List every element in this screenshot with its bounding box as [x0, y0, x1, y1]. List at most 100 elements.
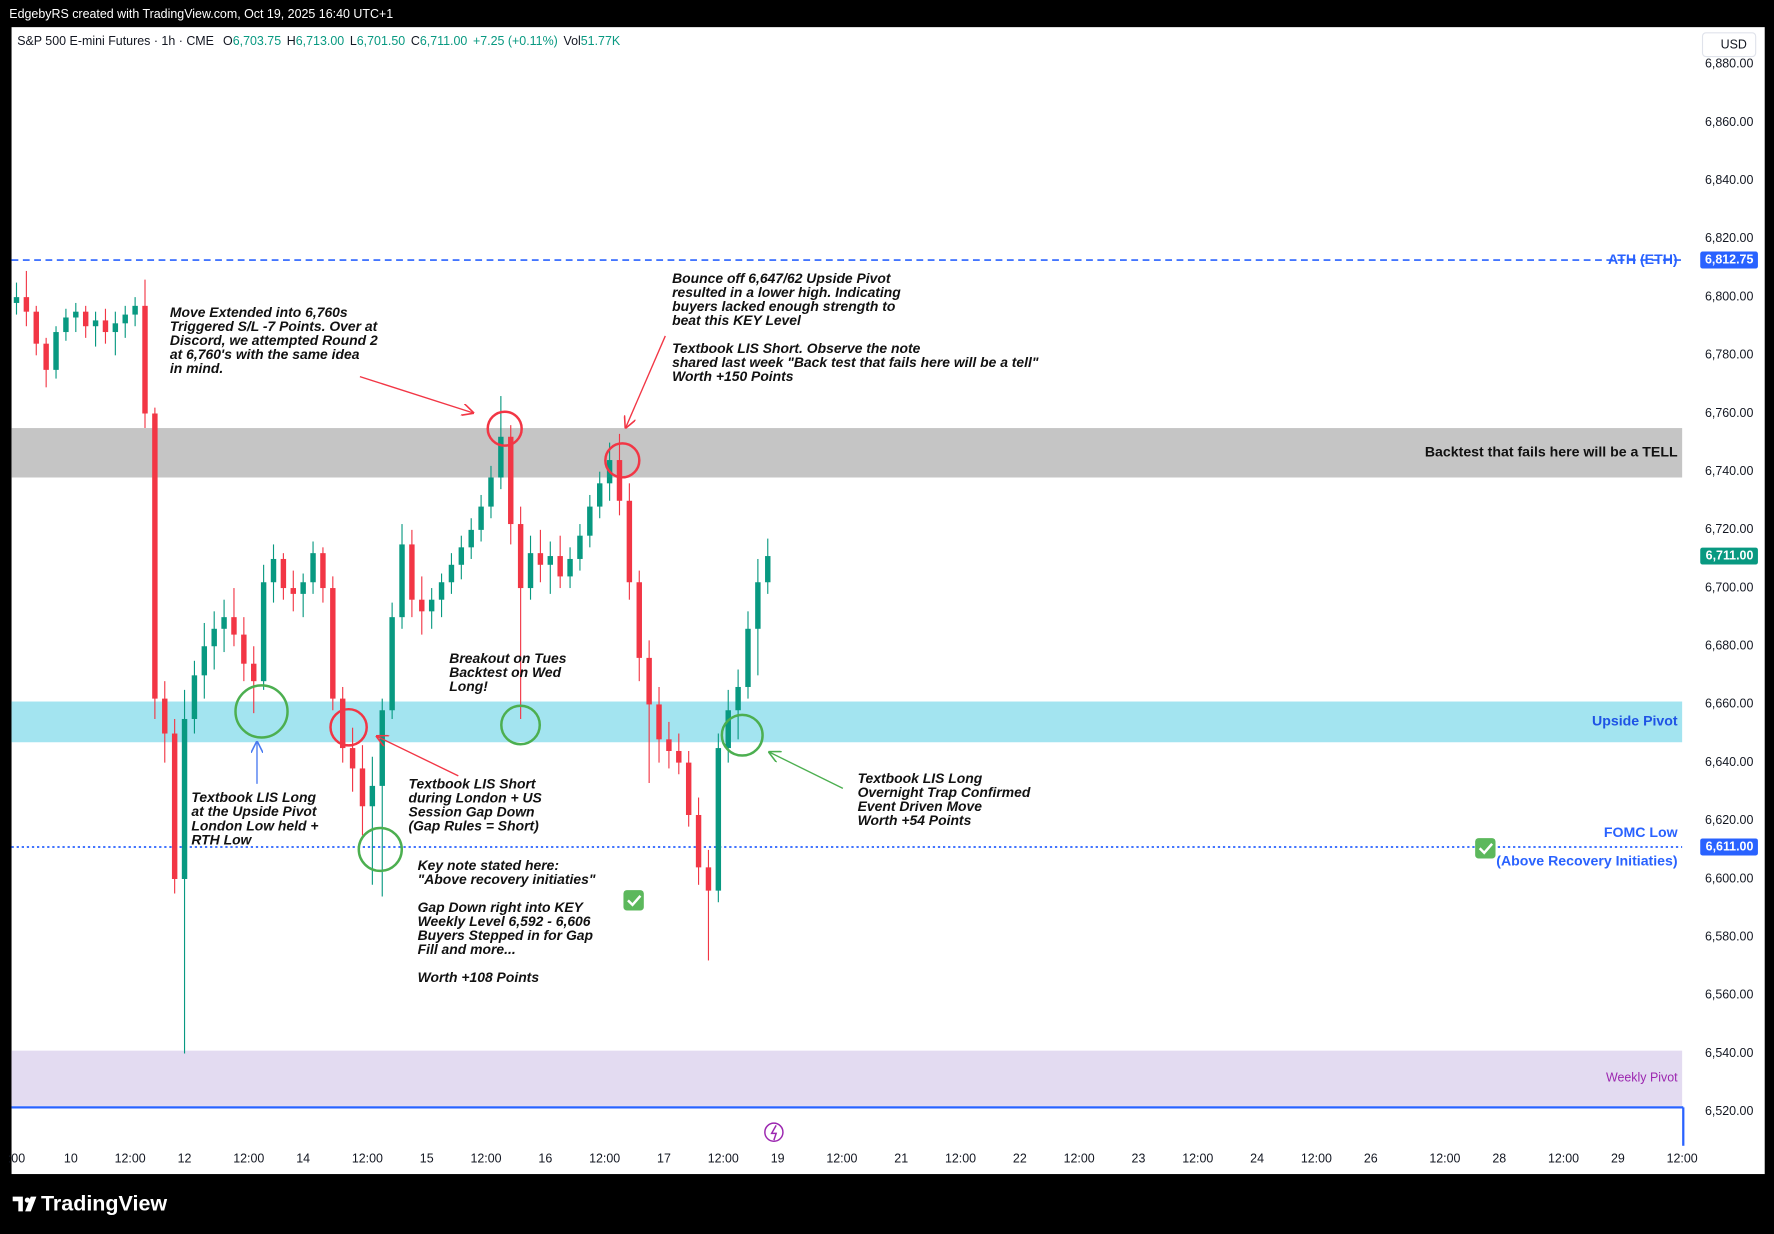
- currency-box[interactable]: [1701, 32, 1757, 58]
- x-tick-label: 16: [538, 1152, 552, 1166]
- annotation: Textbook LIS Short: [409, 776, 537, 792]
- candle-body: [251, 663, 257, 682]
- candle-body: [537, 553, 544, 565]
- candle-body: [458, 547, 465, 565]
- check-icon: [623, 838, 1496, 911]
- y-tick-label: 6,800.00: [1705, 289, 1753, 303]
- annotation: in mind.: [170, 360, 223, 376]
- candle-body: [755, 582, 761, 629]
- x-tick-label: 12:00: [1667, 1152, 1698, 1166]
- x-tick-label: :00: [8, 1152, 25, 1166]
- candle-body: [508, 436, 514, 525]
- candle-body: [33, 311, 39, 344]
- annotation: Worth +108 Points: [418, 969, 540, 985]
- currency: USD: [1721, 38, 1747, 52]
- y-tick-label: 6,520.00: [1705, 1104, 1753, 1118]
- candle-body: [53, 332, 59, 370]
- candle-body: [13, 297, 20, 303]
- zone: [11, 1050, 1683, 1106]
- event-icon[interactable]: [764, 1122, 784, 1142]
- candle-body: [211, 628, 217, 647]
- price-tag: [1700, 251, 1758, 269]
- x-tick-label: 12:00: [945, 1152, 976, 1166]
- x-tick-label: 17: [657, 1152, 671, 1166]
- x-tick-label: 12: [178, 1152, 192, 1166]
- candle-body: [349, 748, 356, 769]
- annotation: Gap Down right into KEY: [418, 899, 585, 915]
- y-tick-label: 6,880.00: [1705, 57, 1753, 71]
- x-tick-label: 15: [420, 1152, 434, 1166]
- zone-label: Upside Pivot: [1592, 713, 1678, 729]
- y-tick-label: 6,860.00: [1705, 115, 1753, 129]
- logo: TradingView: [12, 1191, 167, 1215]
- y-tick-label: 6,740.00: [1705, 464, 1753, 478]
- candle-body: [616, 460, 623, 501]
- candle-body: [636, 582, 642, 658]
- y-tick-label: 6,540.00: [1705, 1046, 1753, 1060]
- candle-body: [705, 867, 712, 891]
- candle-body: [409, 544, 415, 600]
- candle-body: [152, 413, 158, 699]
- ohlc-key: H: [287, 34, 296, 48]
- annotation: Worth +150 Points: [672, 368, 794, 384]
- y-tick-label: 6,780.00: [1705, 348, 1753, 362]
- candle-body: [478, 506, 484, 530]
- annotation: Session Gap Down: [409, 804, 535, 820]
- y-tick-label: 6,840.00: [1705, 173, 1753, 187]
- annotation: "Above recovery initiaties": [418, 871, 596, 887]
- annotation: Overnight Trap Confirmed: [858, 784, 1031, 800]
- annotation: Backtest on Wed: [449, 664, 561, 680]
- last-price-label: 6,711.00: [1706, 548, 1754, 562]
- circle: [486, 410, 523, 447]
- candle-body: [112, 323, 119, 333]
- candle-body: [715, 748, 722, 891]
- candle-body: [221, 617, 227, 629]
- annotation: (Gap Rules = Short): [409, 818, 540, 834]
- candle-body: [626, 500, 633, 583]
- candle-body: [676, 750, 682, 763]
- y-tick-label: 6,580.00: [1705, 929, 1753, 943]
- candle-body: [290, 588, 296, 594]
- annotation: buyers lacked enough strength to: [672, 298, 896, 314]
- level-label: FOMC Low: [1604, 824, 1679, 840]
- x-tick-label: 23: [1132, 1152, 1146, 1166]
- symbol-legend: S&P 500 E-mini Futures · 1h · CME O6,703.…: [17, 34, 621, 48]
- candle-body: [389, 617, 395, 711]
- chart-area: [11, 27, 1765, 1175]
- candle-body: [646, 657, 652, 705]
- y-tick-label: 6,620.00: [1705, 813, 1753, 827]
- annotation: Buyers Stepped in for Gap: [418, 927, 594, 943]
- candle-body: [270, 558, 277, 583]
- candle-body: [310, 553, 316, 583]
- candle-body: [339, 698, 346, 749]
- y-tick-label: 6,680.00: [1705, 639, 1753, 653]
- ohlc-value: 6,703.75: [233, 34, 281, 48]
- x-tick-label: 12:00: [1548, 1152, 1579, 1166]
- candle-body: [23, 297, 30, 312]
- circle: [234, 684, 289, 739]
- candle-body: [330, 588, 336, 699]
- change: +7.25 (+0.11%): [473, 34, 558, 48]
- annotation: Textbook LIS Long: [191, 789, 316, 805]
- y-tick-label: 6,720.00: [1705, 522, 1753, 536]
- annotation: Key note stated here:: [418, 857, 559, 873]
- level-note: (Above Recovery Initiaties): [1496, 852, 1677, 868]
- x-tick-label: 12:00: [1182, 1152, 1213, 1166]
- y-tick-label: 6,660.00: [1705, 697, 1753, 711]
- candle-body: [122, 314, 128, 324]
- annotation: resulted in a lower high. Indicating: [672, 284, 901, 300]
- candle-body: [557, 556, 563, 577]
- last-price-tag: [1700, 547, 1758, 565]
- candle-body: [735, 686, 741, 711]
- annotation: Weekly Level 6,592 - 6,606: [418, 913, 591, 929]
- volume: 51.77K: [581, 34, 621, 48]
- candle-body: [438, 582, 445, 600]
- candle-body: [280, 558, 287, 589]
- x-tick-label: 26: [1364, 1152, 1378, 1166]
- zone-label: Backtest that fails here will be a TELL: [1425, 444, 1678, 460]
- candle-body: [745, 628, 751, 687]
- candle-body: [666, 739, 672, 751]
- candle-body: [379, 710, 385, 786]
- x-tick-label: 21: [894, 1152, 908, 1166]
